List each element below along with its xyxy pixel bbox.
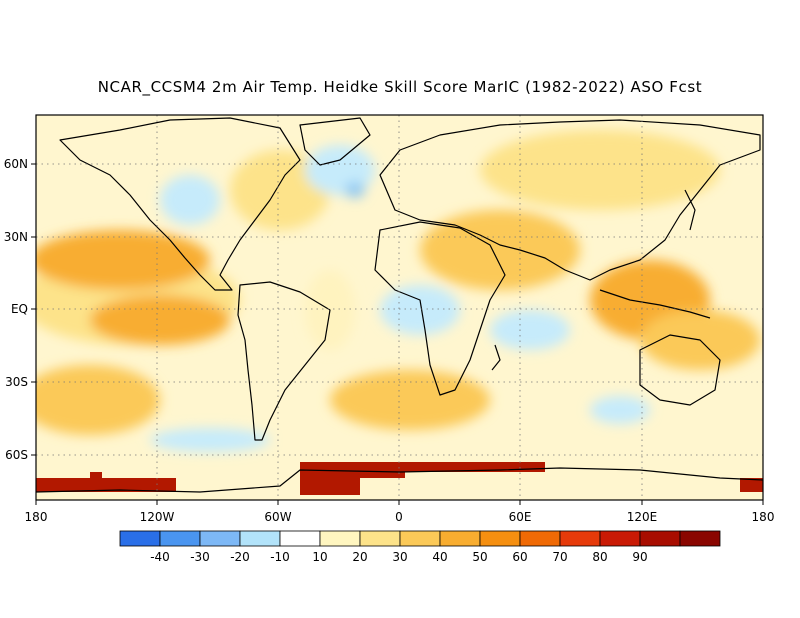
madagascar-outline — [491, 344, 501, 371]
colorbar-label: -20 — [230, 550, 250, 564]
colorbar-swatch — [599, 530, 641, 547]
south-pacific-region — [36, 365, 160, 435]
colorbar-swatch — [239, 530, 281, 547]
colorbar-swatch — [279, 530, 321, 547]
colorbar-swatch — [439, 530, 481, 547]
lat-labels: 60N 30N EQ 30S 60S — [4, 157, 28, 462]
north-america-outline — [59, 117, 301, 291]
tropical-africa-cool-region — [380, 285, 460, 335]
lon-labels: 180 120W 60W 0 60E 120E 180 — [25, 510, 775, 524]
lon-label: 60W — [264, 510, 291, 524]
north-pacific-cool-region — [160, 175, 220, 225]
colorbar — [119, 530, 721, 547]
greenland-cool-region — [305, 145, 375, 195]
lon-label: 60E — [509, 510, 532, 524]
greenland-outline — [299, 117, 371, 166]
skill-field — [36, 115, 763, 500]
africa-outline — [374, 221, 506, 396]
colorbar-swatch — [639, 530, 681, 547]
colorbar-swatch — [399, 530, 441, 547]
colorbar-label: -10 — [270, 550, 290, 564]
colorbar-swatch — [679, 530, 721, 547]
page-title: NCAR_CCSM4 2m Air Temp. Heidke Skill Sco… — [97, 78, 703, 96]
pacific-orange-south-region — [90, 295, 230, 345]
south-indian-cool-region — [590, 396, 650, 424]
lat-label: 60S — [5, 448, 28, 462]
colorbar-swatch — [479, 530, 521, 547]
eurasia-outline — [379, 119, 761, 281]
colorbar-label: 40 — [432, 550, 447, 564]
colorbar-label: 70 — [552, 550, 567, 564]
colorbar-swatch — [119, 530, 161, 547]
colorbar-swatch — [319, 530, 361, 547]
australia-outline — [639, 334, 721, 406]
lat-label: 60N — [4, 157, 28, 171]
lon-label: 120E — [627, 510, 658, 524]
southern-ocean-cool-region — [150, 428, 270, 452]
south-america-outline — [237, 281, 331, 441]
lat-label: 30N — [4, 230, 28, 244]
colorbar-swatch — [559, 530, 601, 547]
lon-label: 0 — [395, 510, 403, 524]
colorbar-label: 80 — [592, 550, 607, 564]
lon-label: 120W — [140, 510, 175, 524]
lon-label: 180 — [25, 510, 48, 524]
indonesia-outline — [599, 289, 711, 319]
colorbar-swatch — [159, 530, 201, 547]
colorbar-label: -40 — [150, 550, 170, 564]
colorbar-label: 30 — [392, 550, 407, 564]
colorbar-swatch — [199, 530, 241, 547]
siberia-region — [480, 130, 720, 210]
colorbar-label: 60 — [512, 550, 527, 564]
coastlines — [36, 117, 763, 493]
field-blobs — [36, 130, 760, 452]
western-indian-cool-region — [490, 310, 570, 350]
colorbar-label: -30 — [190, 550, 210, 564]
colorbar-swatch — [359, 530, 401, 547]
tick-marks — [31, 163, 764, 505]
north-indian-region — [420, 210, 580, 290]
north-atlantic-cool-region — [345, 182, 365, 198]
lat-label: 30S — [5, 375, 28, 389]
lat-label: EQ — [11, 302, 28, 316]
pacific-orange-region — [36, 230, 210, 290]
colorbar-swatch — [519, 530, 561, 547]
south-atlantic-region — [330, 370, 490, 430]
gridlines — [36, 115, 763, 500]
colorbar-label: 10 — [312, 550, 327, 564]
colorbar-labels: -40 -30 -20 -10 10 20 30 40 50 60 70 80 90 — [150, 550, 647, 564]
colorbar-label: 90 — [632, 550, 647, 564]
colorbar-label: 50 — [472, 550, 487, 564]
colorbar-label: 20 — [352, 550, 367, 564]
antarctic-skill-band — [36, 462, 763, 495]
japan-outline — [684, 189, 696, 231]
lon-label: 180 — [752, 510, 775, 524]
antarctica-outline — [36, 467, 763, 493]
